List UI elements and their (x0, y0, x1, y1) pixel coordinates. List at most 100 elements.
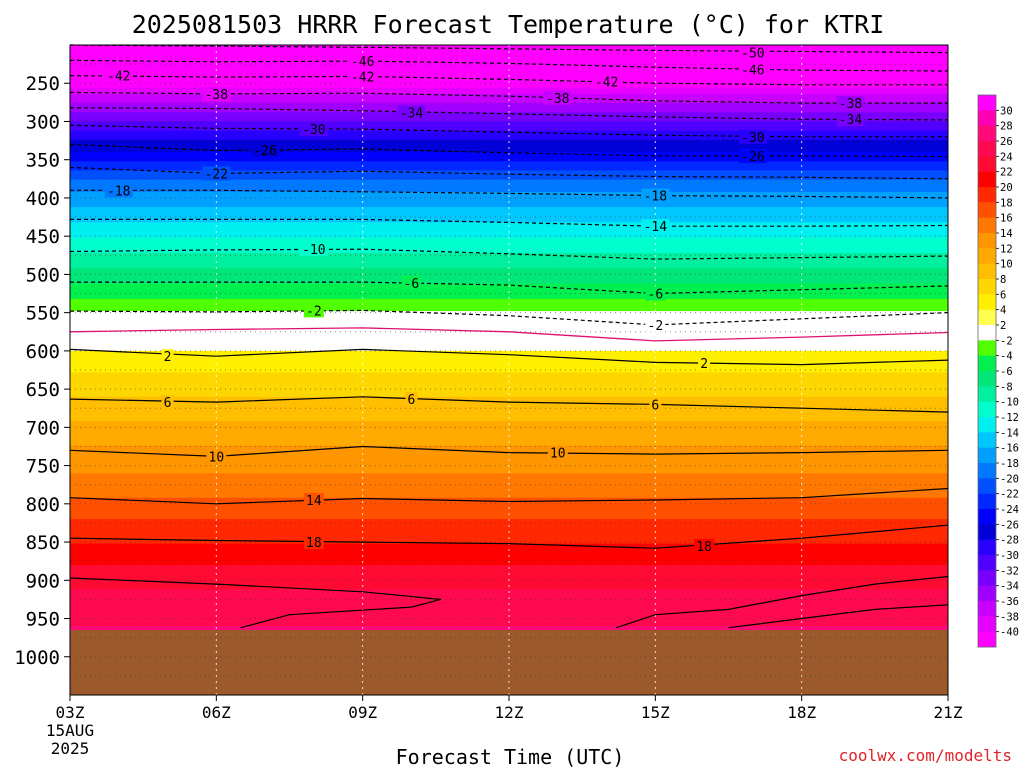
temperature-band (70, 491, 948, 496)
contour-label-bg (348, 69, 377, 84)
contour-label: -22 (205, 167, 228, 182)
colorbar-label: -16 (1000, 443, 1019, 455)
contour-label-bg (348, 54, 377, 69)
colorbar-label: 22 (1000, 167, 1013, 179)
contour-line (69, 396, 949, 413)
temperature-band (70, 185, 948, 190)
temperature-band (70, 543, 948, 548)
y-tick-label: 1000 (14, 647, 60, 669)
temperature-band (70, 173, 948, 178)
contour-label-bg (206, 449, 227, 464)
temperature-band (70, 528, 948, 532)
colorbar-swatch (978, 570, 996, 587)
chart-title: 2025081503 HRRR Forecast Temperature (°C… (132, 10, 885, 39)
colorbar-swatch (978, 95, 996, 111)
temperature-band (70, 516, 948, 520)
contour-label-bg (645, 317, 666, 332)
temperature-band (70, 390, 948, 395)
temperature-band (70, 552, 948, 557)
temperature-band (70, 467, 948, 471)
colorbar-swatch (978, 171, 996, 188)
temperature-band (70, 213, 948, 217)
temperature-band (70, 360, 948, 364)
colorbar-swatch (978, 478, 996, 495)
temperature-band (70, 436, 948, 441)
contour-line (69, 91, 948, 104)
temperature-band (70, 623, 948, 627)
contour-label: -46 (741, 63, 764, 78)
temperature-band (70, 546, 948, 551)
colorbar-swatch (978, 417, 996, 433)
temperature-band (70, 574, 948, 578)
temperature-band (70, 317, 948, 321)
colorbar-swatch (978, 355, 996, 372)
colorbar-label: -38 (1000, 611, 1019, 623)
colorbar-swatch (978, 279, 996, 295)
contour-label-bg (641, 188, 670, 203)
contour-label: -42 (107, 70, 130, 85)
contour-label-bg (303, 535, 324, 550)
temperature-band (70, 610, 948, 615)
contour-label: 18 (696, 540, 712, 555)
temperature-band (70, 592, 948, 597)
colorbar-label: 16 (1000, 213, 1013, 225)
colorbar-swatch (978, 340, 996, 357)
contour-label: -26 (253, 144, 276, 159)
temperature-band (70, 412, 948, 416)
temperature-band (70, 424, 948, 428)
contour-label-bg (738, 148, 767, 163)
temperature-band (70, 537, 948, 542)
temperature-band (70, 571, 948, 575)
contour-line (70, 218, 949, 227)
temperature-band (70, 461, 948, 465)
contour-label: -6 (404, 277, 420, 292)
temperature-band (70, 90, 948, 95)
colorbar-swatch (978, 447, 996, 464)
contour-label: -38 (839, 97, 862, 112)
contour-label: 6 (408, 393, 416, 408)
temperature-band (70, 191, 948, 196)
contour-label-bg (397, 105, 426, 120)
temperature-band (70, 237, 948, 242)
contour-label: 18 (306, 536, 322, 551)
contour-line (69, 166, 949, 180)
contour-label-bg (104, 183, 133, 198)
y-tick-label: 950 (26, 609, 60, 631)
colorbar-swatch (978, 294, 996, 311)
temperature-band (70, 366, 948, 370)
temperature-band (70, 565, 948, 569)
y-tick-label: 250 (26, 73, 60, 95)
temperature-band (70, 149, 948, 153)
colorbar-swatch (978, 248, 996, 265)
temperature-band (70, 442, 948, 447)
colorbar-label: -22 (1000, 489, 1019, 501)
colorbar-label: -14 (1000, 427, 1019, 439)
contour-label-bg (299, 122, 328, 137)
credit-link[interactable]: coolwx.com/modelts (839, 746, 1012, 765)
contour-label-bg (303, 303, 324, 318)
x-tick-label: 21Z (934, 703, 963, 722)
colorbar-swatch (978, 524, 996, 541)
temperature-band (70, 405, 948, 410)
contour-label-bg (645, 286, 666, 301)
temperature-band (70, 118, 948, 123)
colorbar-swatch (978, 386, 996, 403)
temperature-band (70, 381, 948, 386)
temperature-band (70, 531, 948, 536)
temperature-band (70, 78, 948, 83)
colorbar-swatch (978, 555, 996, 571)
temperature-band (70, 286, 948, 291)
y-tick-label: 850 (26, 532, 60, 554)
temperature-band (70, 409, 948, 413)
temperature-band (70, 66, 948, 71)
temperature-band (70, 323, 948, 328)
contour-label-bg (405, 392, 418, 407)
temperature-band (70, 586, 948, 591)
colorbar-label: -26 (1000, 519, 1019, 531)
x-tick-label: 12Z (495, 703, 524, 722)
colorbar-label: 8 (1000, 274, 1006, 286)
colorbar-swatch (978, 371, 996, 387)
temperature-band (70, 473, 948, 477)
temperature-band (70, 305, 948, 309)
temperature-band (70, 402, 948, 407)
